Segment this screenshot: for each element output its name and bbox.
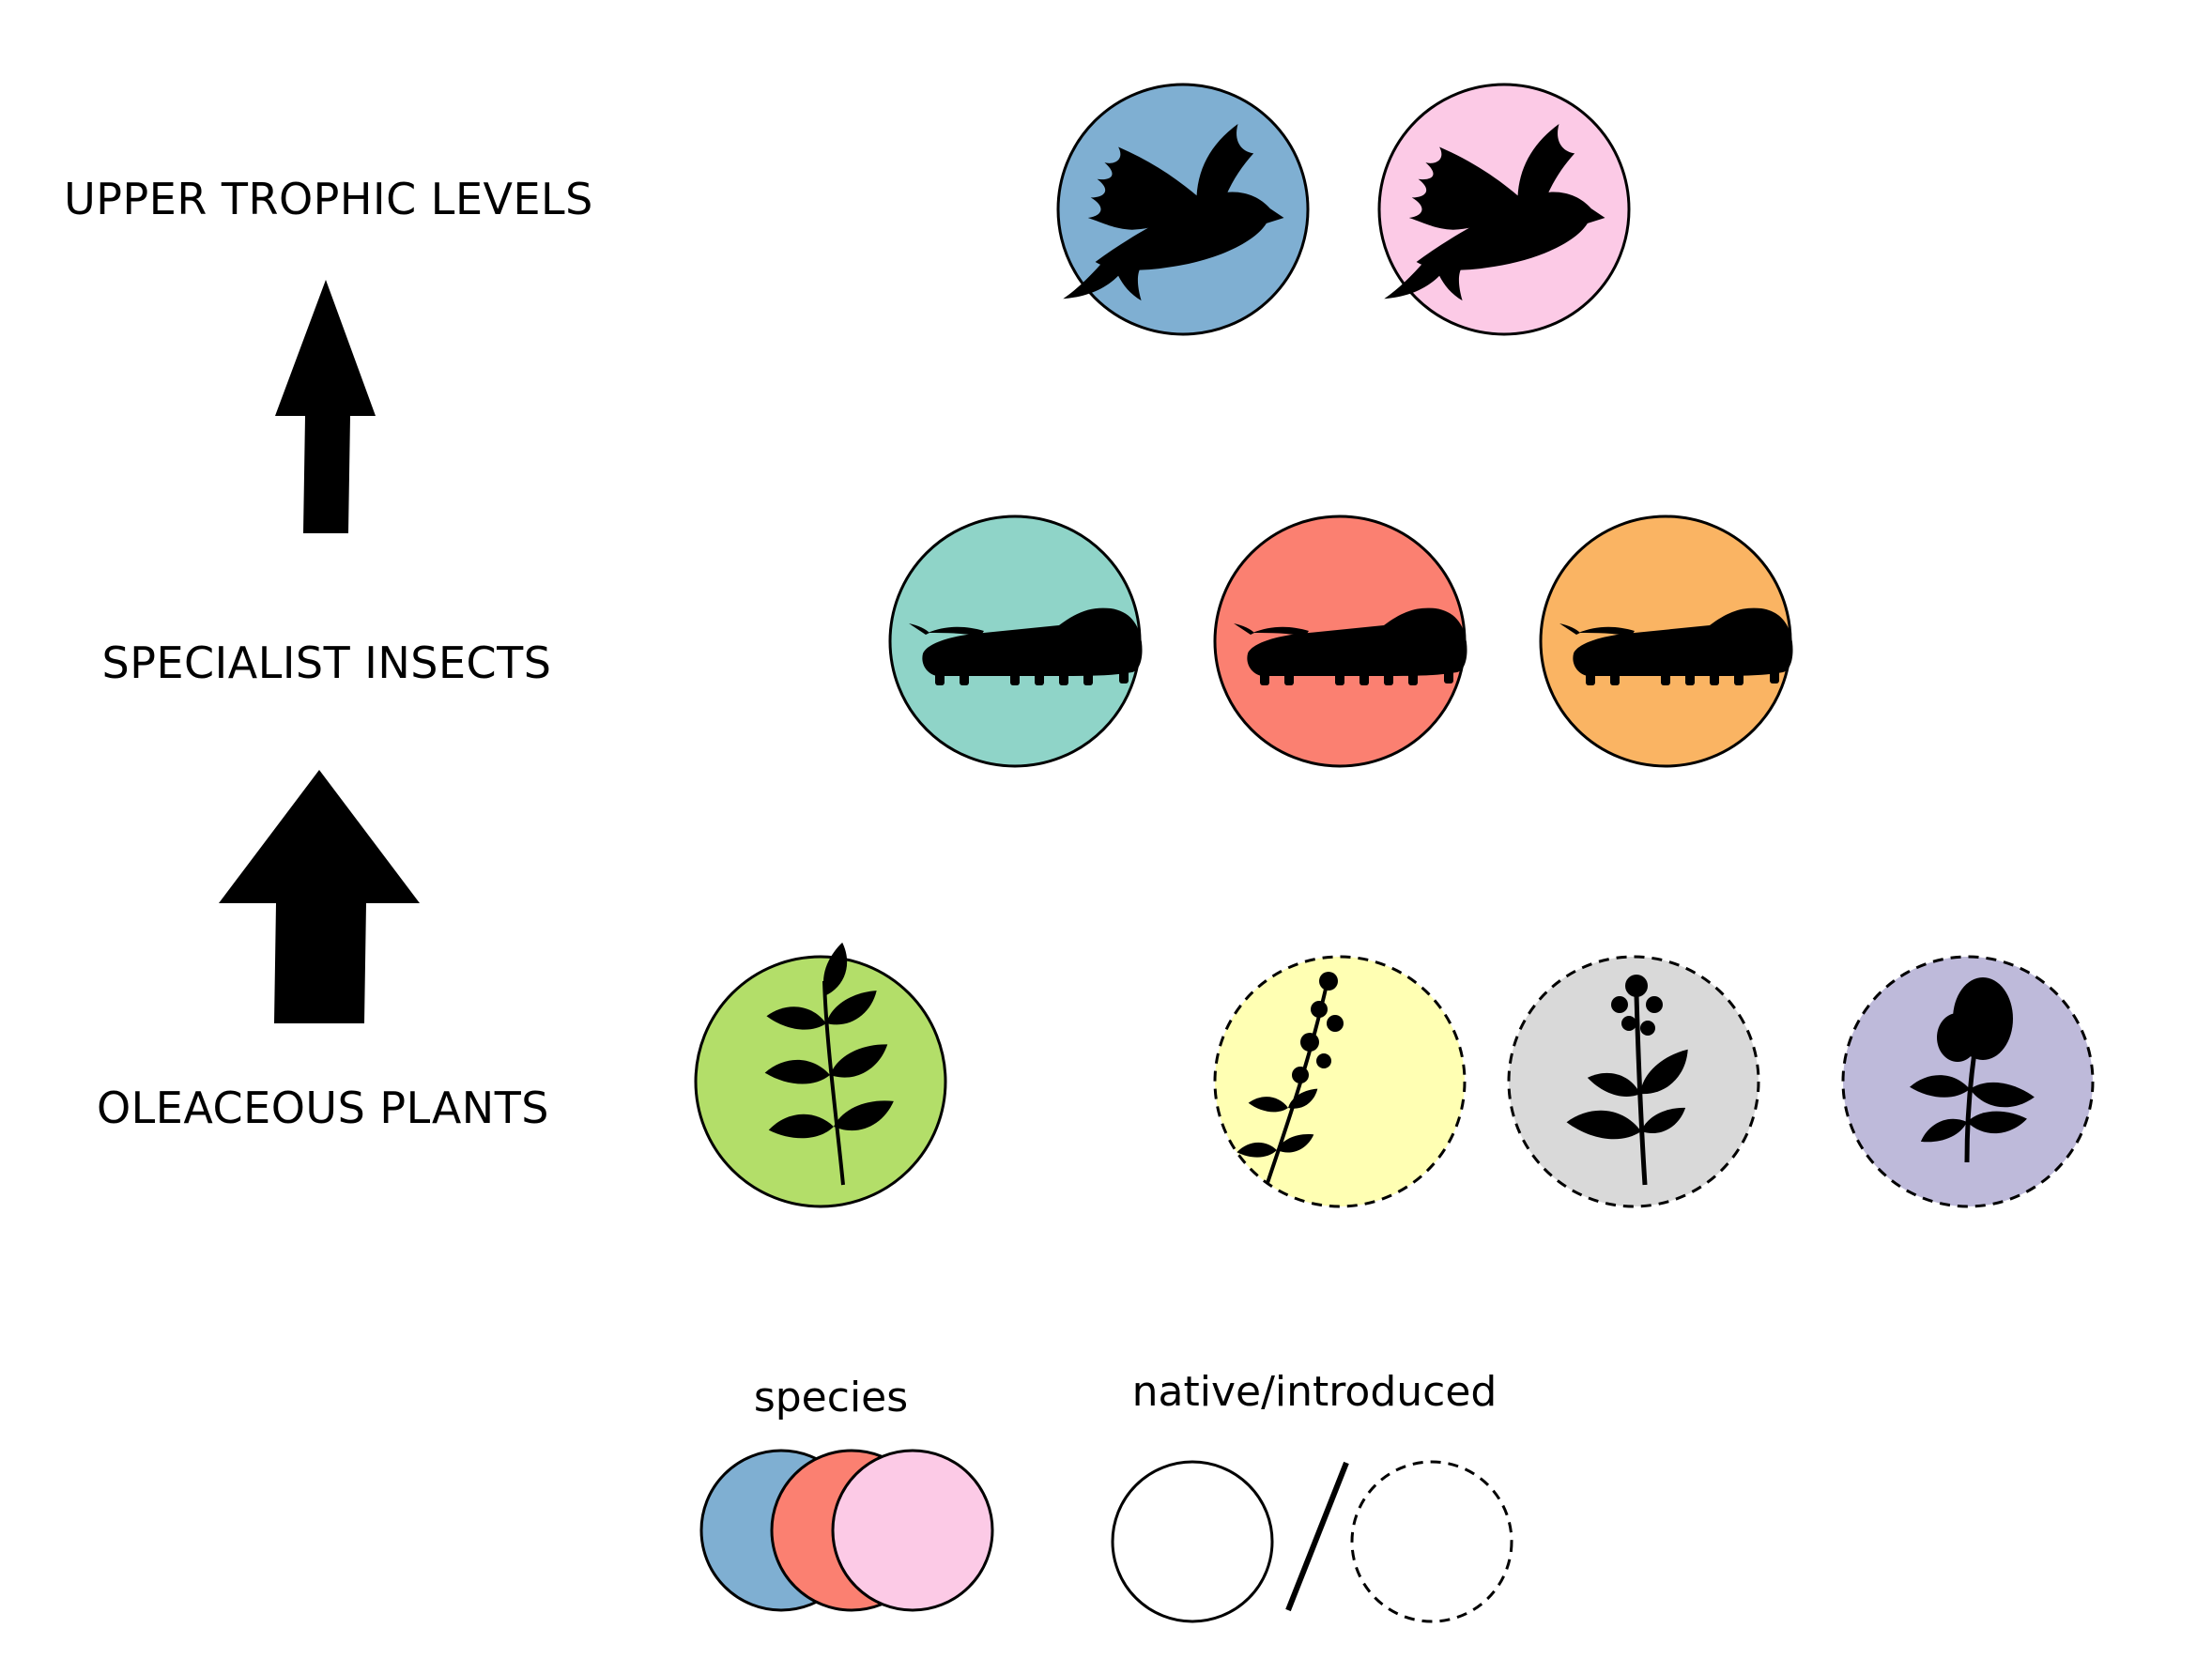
- legend-species-swatches: [699, 1449, 994, 1612]
- forsythia-silhouette-icon: [1236, 972, 1344, 1184]
- insect-species-2-circle: [1213, 515, 1467, 768]
- oleaceous-plants-label: OLEACEOUS PLANTS: [97, 1083, 549, 1133]
- arrow-up-icon: [219, 770, 420, 1023]
- plant-introduced-forsythia-circle: [1213, 955, 1467, 1208]
- bird-species-1-circle: [1056, 83, 1310, 336]
- legend-native-swatch: [1111, 1460, 1274, 1623]
- arrow-up-icon: [275, 280, 376, 533]
- insect-species-1-circle: [888, 515, 1143, 768]
- lilac-silhouette-icon: [1909, 977, 2036, 1163]
- legend-separator-slash: [1285, 1461, 1349, 1612]
- bird-species-2-circle: [1377, 83, 1631, 336]
- jasmine-silhouette-icon: [1565, 975, 1699, 1186]
- legend-introduced-swatch: [1350, 1460, 1513, 1623]
- legend-species-label: species: [754, 1374, 908, 1421]
- plant-introduced-jasmine-circle: [1507, 955, 1760, 1208]
- upper-trophic-levels-label: UPPER TROPHIC LEVELS: [64, 174, 593, 224]
- plant-introduced-lilac-circle: [1841, 955, 2095, 1208]
- plant-native-ash-circle: [694, 941, 947, 1208]
- specialist-insects-label: SPECIALIST INSECTS: [102, 637, 552, 688]
- insect-species-3-circle: [1539, 515, 1793, 768]
- legend-native-introduced-label: native/introduced: [1132, 1368, 1498, 1416]
- ash-leaf-silhouette-icon: [763, 941, 898, 1186]
